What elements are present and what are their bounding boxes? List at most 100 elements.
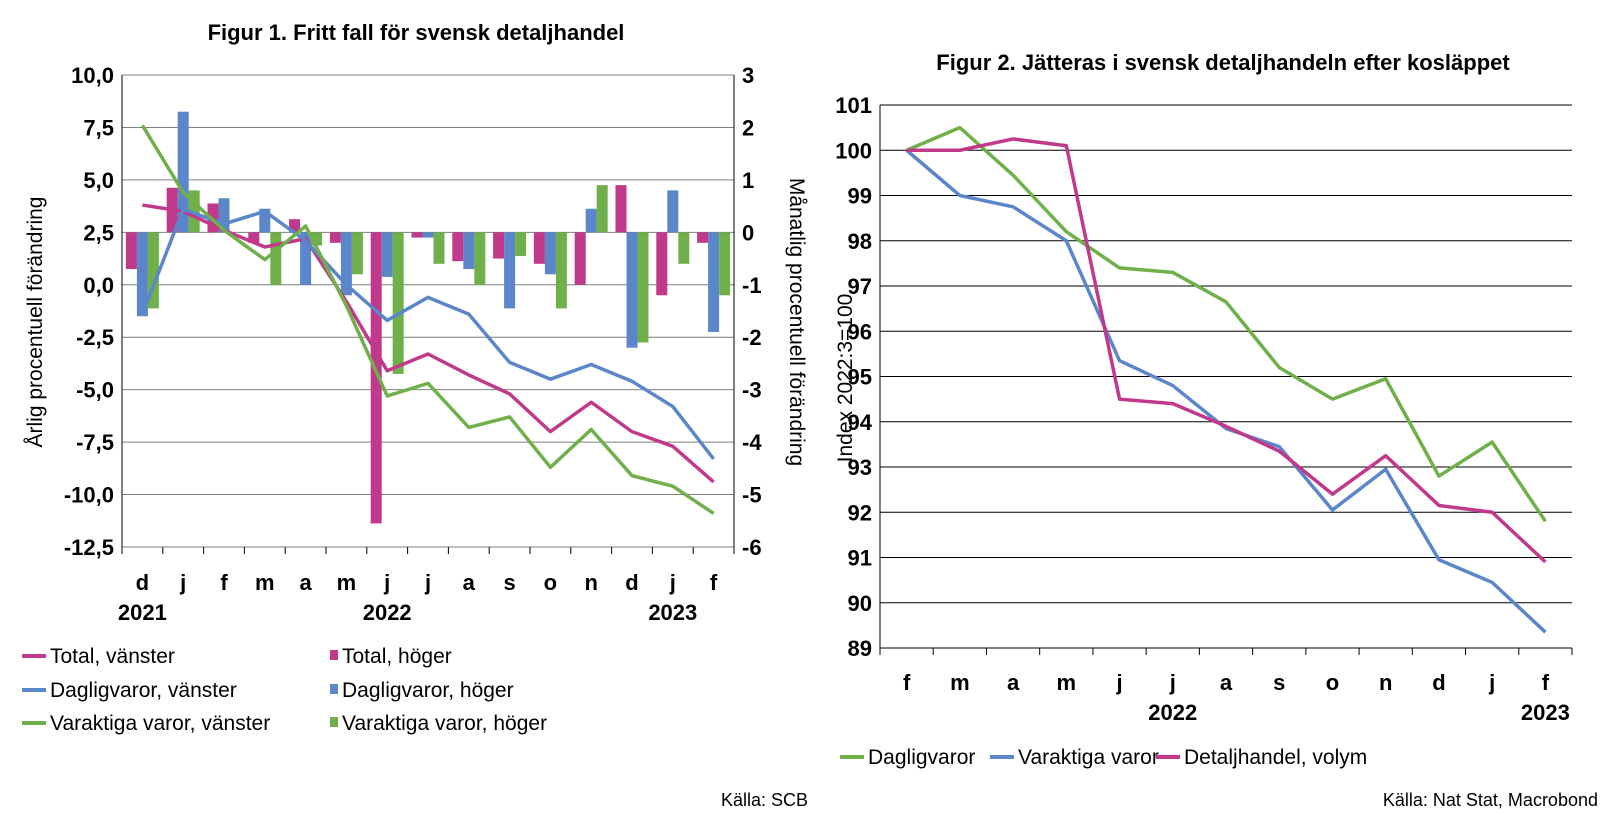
chart1-bar-2 bbox=[678, 232, 690, 264]
chart1-ytick-right: -5 bbox=[742, 483, 762, 508]
chart2-xtick-label: a bbox=[1007, 670, 1020, 695]
chart1-bar-1 bbox=[708, 232, 720, 332]
chart1-bar-0 bbox=[697, 232, 709, 243]
chart1-legend-label: Varaktiga varor, höger bbox=[342, 712, 547, 735]
chart1-xtick-label: d bbox=[136, 570, 149, 595]
chart1-year-label: 2022 bbox=[363, 600, 412, 625]
chart2-year-label: 2022 bbox=[1148, 700, 1197, 725]
chart1-xtick-label: f bbox=[710, 570, 718, 595]
chart1-bar-1 bbox=[626, 232, 638, 348]
chart1-bar-0 bbox=[370, 232, 382, 524]
chart1-bar-1 bbox=[381, 232, 393, 277]
chart1-bar-2 bbox=[515, 232, 527, 256]
chart2-year-label: 2023 bbox=[1521, 700, 1570, 725]
chart1-xtick-label: j bbox=[179, 570, 186, 595]
chart1-line-1 bbox=[140, 207, 715, 460]
chart2-legend-label: Detaljhandel, volym bbox=[1184, 746, 1367, 769]
chart1-legend-label: Dagligvaror, höger bbox=[342, 679, 514, 702]
chart1-legend-swatch bbox=[330, 717, 338, 727]
chart1-bar-2 bbox=[719, 232, 731, 296]
chart1-bar-2 bbox=[311, 232, 323, 246]
chart1-ytick-right: -6 bbox=[742, 535, 762, 560]
chart1-bar-1 bbox=[177, 111, 189, 233]
chart1-bar-2 bbox=[555, 232, 567, 309]
chart1-bar-2 bbox=[270, 232, 282, 285]
chart1-bar-0 bbox=[452, 232, 464, 262]
chart1-bar-0 bbox=[574, 232, 586, 285]
chart1-bar-2 bbox=[147, 232, 159, 309]
chart2-ytick: 101 bbox=[835, 93, 872, 118]
chart2-ytick: 97 bbox=[848, 274, 872, 299]
chart1-bar-1 bbox=[463, 232, 475, 270]
chart1-xtick-label: j bbox=[669, 570, 676, 595]
chart2-ytick: 91 bbox=[848, 546, 872, 571]
chart2-ytick: 95 bbox=[848, 365, 872, 390]
chart1-plot: 10,0 3 7,5 2 5,0 1 2,5 0 0,0 -1 -2,5 -2 -5,0 -3 -7,5 -4… bbox=[22, 63, 762, 735]
chart1-bar-1 bbox=[422, 232, 434, 238]
chart1-legend-label: Total, vänster bbox=[50, 645, 175, 668]
chart1-xtick-label: d bbox=[625, 570, 638, 595]
chart2-xtick-label: m bbox=[1057, 670, 1077, 695]
chart1-xtick-label: m bbox=[255, 570, 275, 595]
chart1-legend-label: Dagligvaror, vänster bbox=[50, 679, 237, 702]
chart1-bar-0 bbox=[656, 232, 668, 296]
chart2-line-1 bbox=[905, 148, 1547, 634]
chart1-ytick-left: -7,5 bbox=[76, 430, 114, 455]
chart1-bar-0 bbox=[615, 185, 627, 233]
chart1-bar-1 bbox=[504, 232, 516, 309]
chart1-ytick-left: 7,5 bbox=[83, 115, 114, 140]
chart1-xtick-label: n bbox=[584, 570, 597, 595]
chart1-line-2 bbox=[140, 124, 715, 515]
chart1-bar-2 bbox=[351, 232, 363, 275]
chart1-bar-1 bbox=[218, 198, 230, 233]
chart1-bar-2 bbox=[474, 232, 486, 285]
chart1-legend-label: Varaktiga varor, vänster bbox=[50, 712, 270, 735]
chart1-bar-2 bbox=[596, 185, 608, 233]
chart1-ytick-left: 10,0 bbox=[71, 63, 114, 88]
chart2-ytick: 99 bbox=[848, 184, 872, 209]
chart1-ylabel-right: Månatlig procentuell förändring bbox=[785, 178, 808, 466]
chart1-bar-1 bbox=[259, 208, 271, 233]
chart2-source: Källa: Nat Stat, Macrobond bbox=[1383, 790, 1598, 810]
chart1-ytick-right: -1 bbox=[742, 273, 762, 298]
chart2-xtick-label: s bbox=[1273, 670, 1285, 695]
chart1-legend-swatch bbox=[330, 650, 338, 660]
chart1-xtick-label: o bbox=[544, 570, 557, 595]
chart1-bar-1 bbox=[585, 208, 597, 233]
chart2-legend-label: Varaktiga varor bbox=[1018, 746, 1159, 769]
chart2-xtick-label: j bbox=[1169, 670, 1176, 695]
chart2-ytick: 93 bbox=[848, 455, 872, 480]
chart2-line-0 bbox=[905, 125, 1547, 523]
chart1-year-label: 2023 bbox=[648, 600, 697, 625]
chart2-ytick: 98 bbox=[848, 229, 872, 254]
chart1-bar-0 bbox=[125, 232, 137, 270]
chart1-bar-2 bbox=[433, 232, 445, 264]
chart2-ytick: 94 bbox=[848, 410, 873, 435]
chart2-xtick-label: a bbox=[1220, 670, 1233, 695]
chart2-xtick-label: n bbox=[1379, 670, 1392, 695]
chart1-bar-0 bbox=[289, 219, 301, 233]
chart2-title: Figur 2. Jätteras i svensk detaljhandeln… bbox=[936, 50, 1510, 75]
chart1-xtick-label: a bbox=[299, 570, 312, 595]
chart1-bar-0 bbox=[411, 232, 423, 238]
chart1-ytick-right: -4 bbox=[742, 430, 762, 455]
chart1-xtick-label: m bbox=[337, 570, 357, 595]
chart1-ytick-left: -2,5 bbox=[76, 325, 114, 350]
chart1-bar-1 bbox=[136, 232, 148, 317]
chart2-xtick-label: j bbox=[1488, 670, 1495, 695]
chart1-bar-2 bbox=[392, 232, 404, 374]
chart1-bar-0 bbox=[248, 232, 260, 243]
chart1-bar-0 bbox=[533, 232, 545, 264]
chart2-xtick-label: o bbox=[1326, 670, 1339, 695]
chart1-legend-label: Total, höger bbox=[342, 645, 452, 668]
chart1-year-label: 2021 bbox=[118, 600, 167, 625]
chart1-ytick-right: -2 bbox=[742, 325, 762, 350]
chart1-line-0 bbox=[142, 203, 715, 484]
chart1-xtick-label: a bbox=[463, 570, 476, 595]
chart1-ytick-left: -10,0 bbox=[64, 483, 114, 508]
chart1-legend-swatch bbox=[330, 684, 338, 694]
chart1-ytick-left: -12,5 bbox=[64, 535, 114, 560]
chart2-ytick: 96 bbox=[848, 319, 872, 344]
chart1-bar-1 bbox=[340, 232, 352, 296]
